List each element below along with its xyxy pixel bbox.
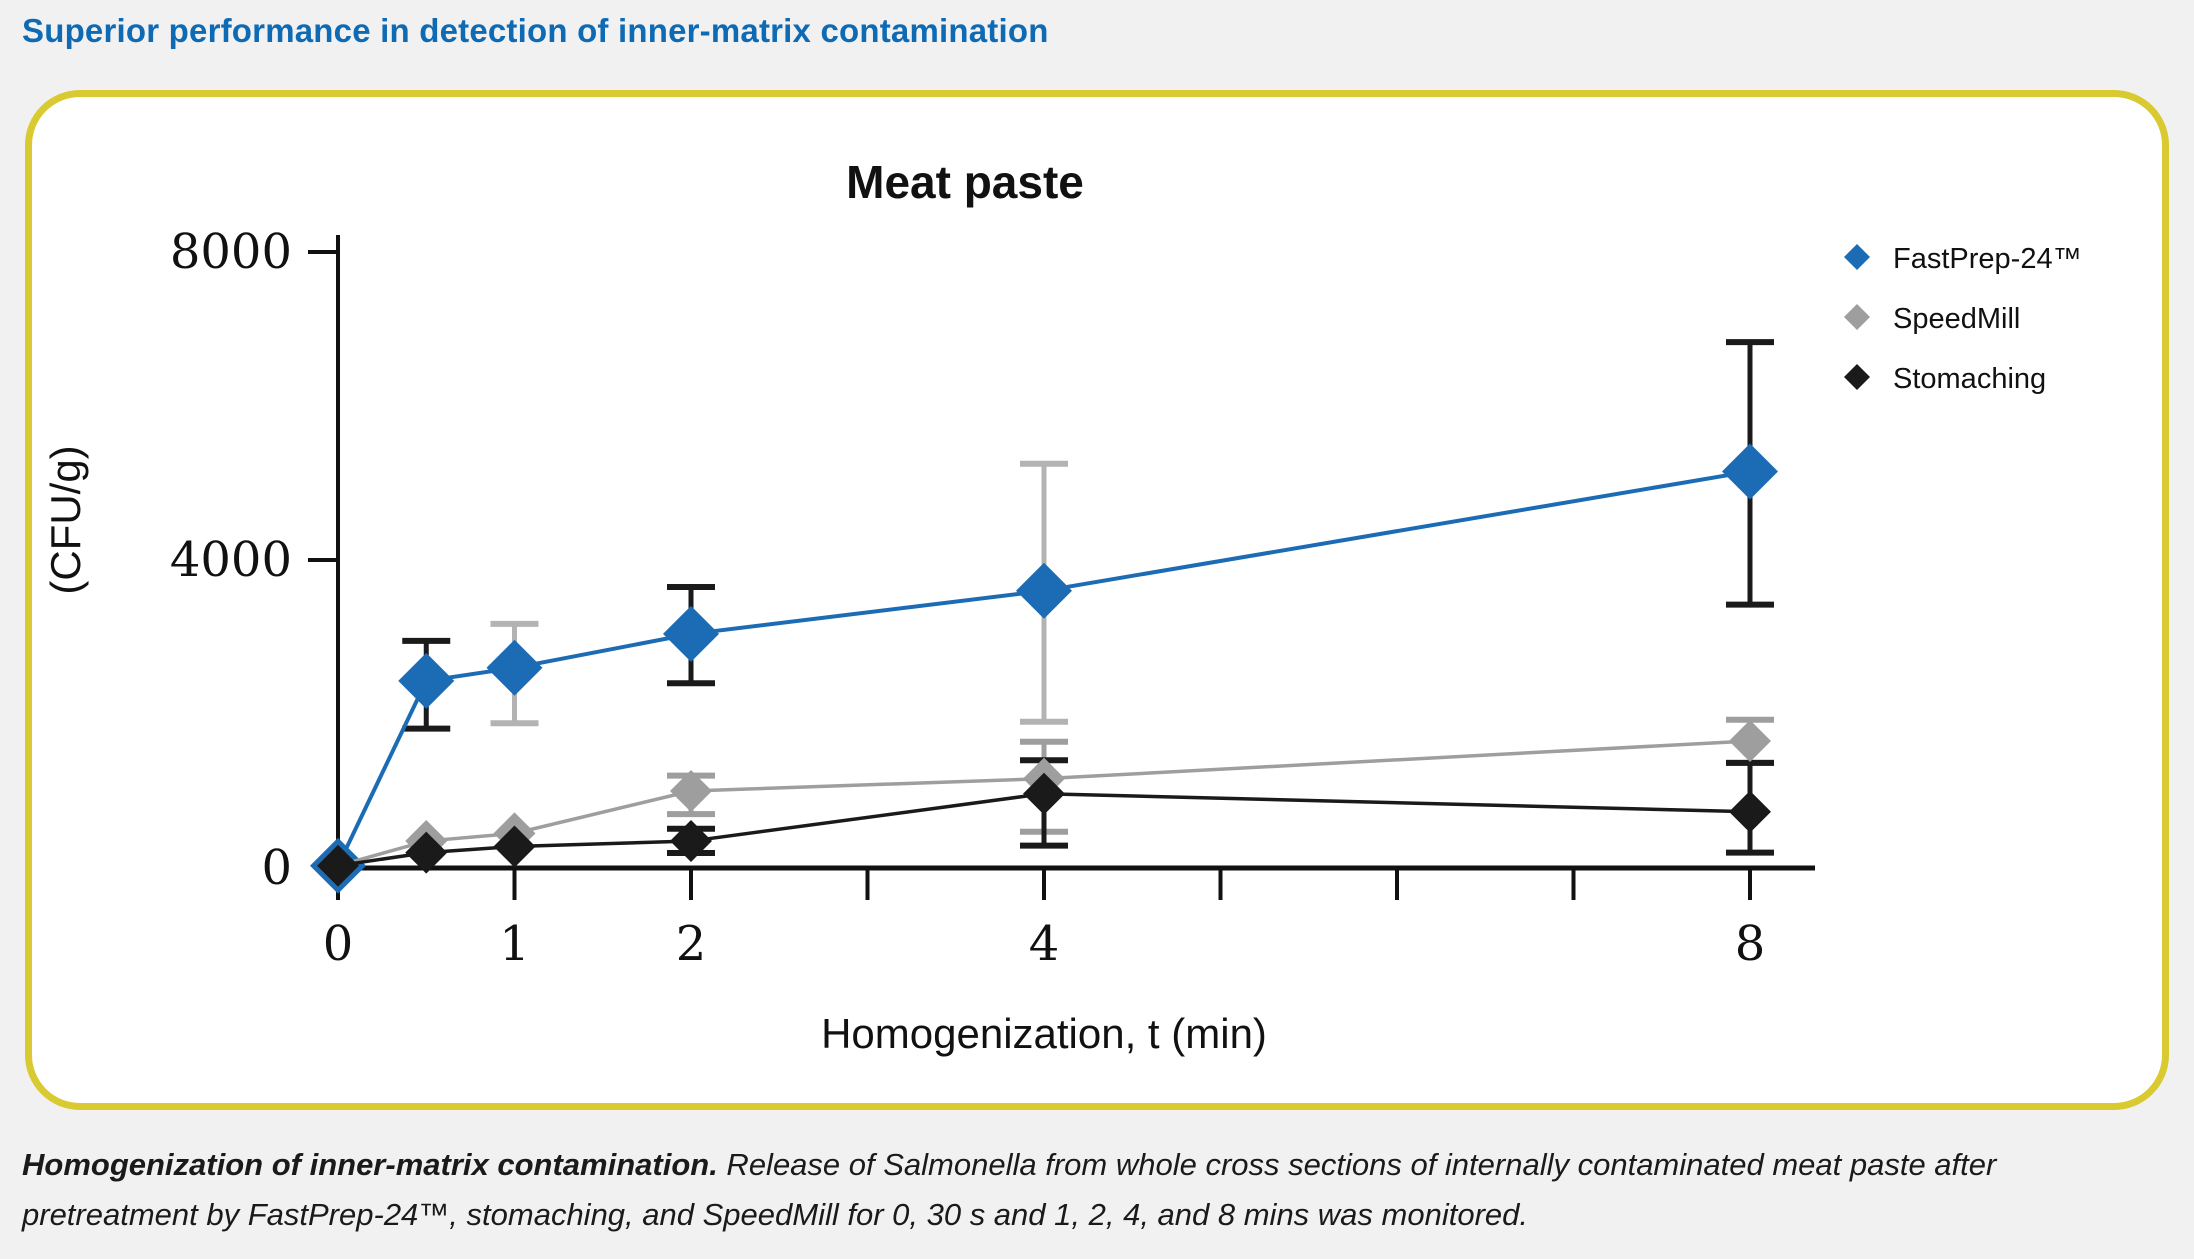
legend-item-1: FastPrep-24™	[1844, 243, 2082, 275]
x-tick-label: 4	[1029, 916, 1060, 972]
x-tick-label: 8	[1735, 916, 1766, 972]
data-point-marker	[1729, 790, 1771, 833]
x-tick-label: 1	[499, 916, 530, 972]
data-point-marker	[1016, 562, 1072, 619]
y-axis-title: (CFU/g)	[42, 445, 89, 594]
data-point-marker	[1722, 443, 1778, 500]
x-tick-label: 0	[323, 916, 354, 972]
data-point-marker	[405, 831, 448, 874]
legend-item-2: SpeedMill	[1844, 303, 2020, 335]
y-tick-label: 4000	[170, 532, 292, 588]
legend-label: FastPrep-24™	[1893, 243, 2082, 275]
x-tick-label: 2	[676, 916, 707, 972]
data-point-marker	[670, 770, 712, 812]
legend-item-3: Stomaching	[1844, 363, 2046, 395]
series-line-1	[336, 469, 1751, 867]
page-title: Superior performance in detection of inn…	[22, 12, 1049, 49]
chart-card: 0 4000 8000 0 1 2 4 8 Meat paste (CFU/g) Homogeniz…	[25, 90, 2169, 1110]
data-point-marker	[486, 639, 543, 696]
chart-title: Meat paste	[846, 156, 1084, 208]
data-point-marker	[663, 605, 719, 662]
legend-label: SpeedMill	[1893, 303, 2020, 335]
y-tick-label: 8000	[170, 224, 292, 280]
figure-caption: Homogenization of inner-matrix contamina…	[22, 1140, 2172, 1240]
data-point-marker	[670, 820, 712, 863]
caption-lead: Homogenization of inner-matrix contamina…	[22, 1147, 718, 1182]
legend: FastPrep-24™ SpeedMill Stomaching	[1844, 243, 2082, 395]
x-axis-title: Homogenization, t (min)	[821, 1010, 1267, 1057]
data-point-marker	[1729, 719, 1771, 762]
legend-marker-icon	[1844, 244, 1870, 270]
data-point-marker	[317, 844, 359, 887]
data-point-marker	[493, 825, 536, 868]
meat-paste-chart: 0 4000 8000 0 1 2 4 8 Meat paste (CFU/g) Homogeniz…	[42, 156, 2082, 1057]
legend-marker-icon	[1844, 304, 1870, 330]
y-tick-label: 0	[261, 840, 292, 896]
legend-label: Stomaching	[1893, 363, 2046, 395]
data-point-marker	[398, 652, 455, 709]
data-point-marker	[1023, 772, 1065, 815]
caption-body: Release of Salmonella from whole cross s…	[22, 1147, 1997, 1232]
legend-marker-icon	[1844, 364, 1870, 390]
